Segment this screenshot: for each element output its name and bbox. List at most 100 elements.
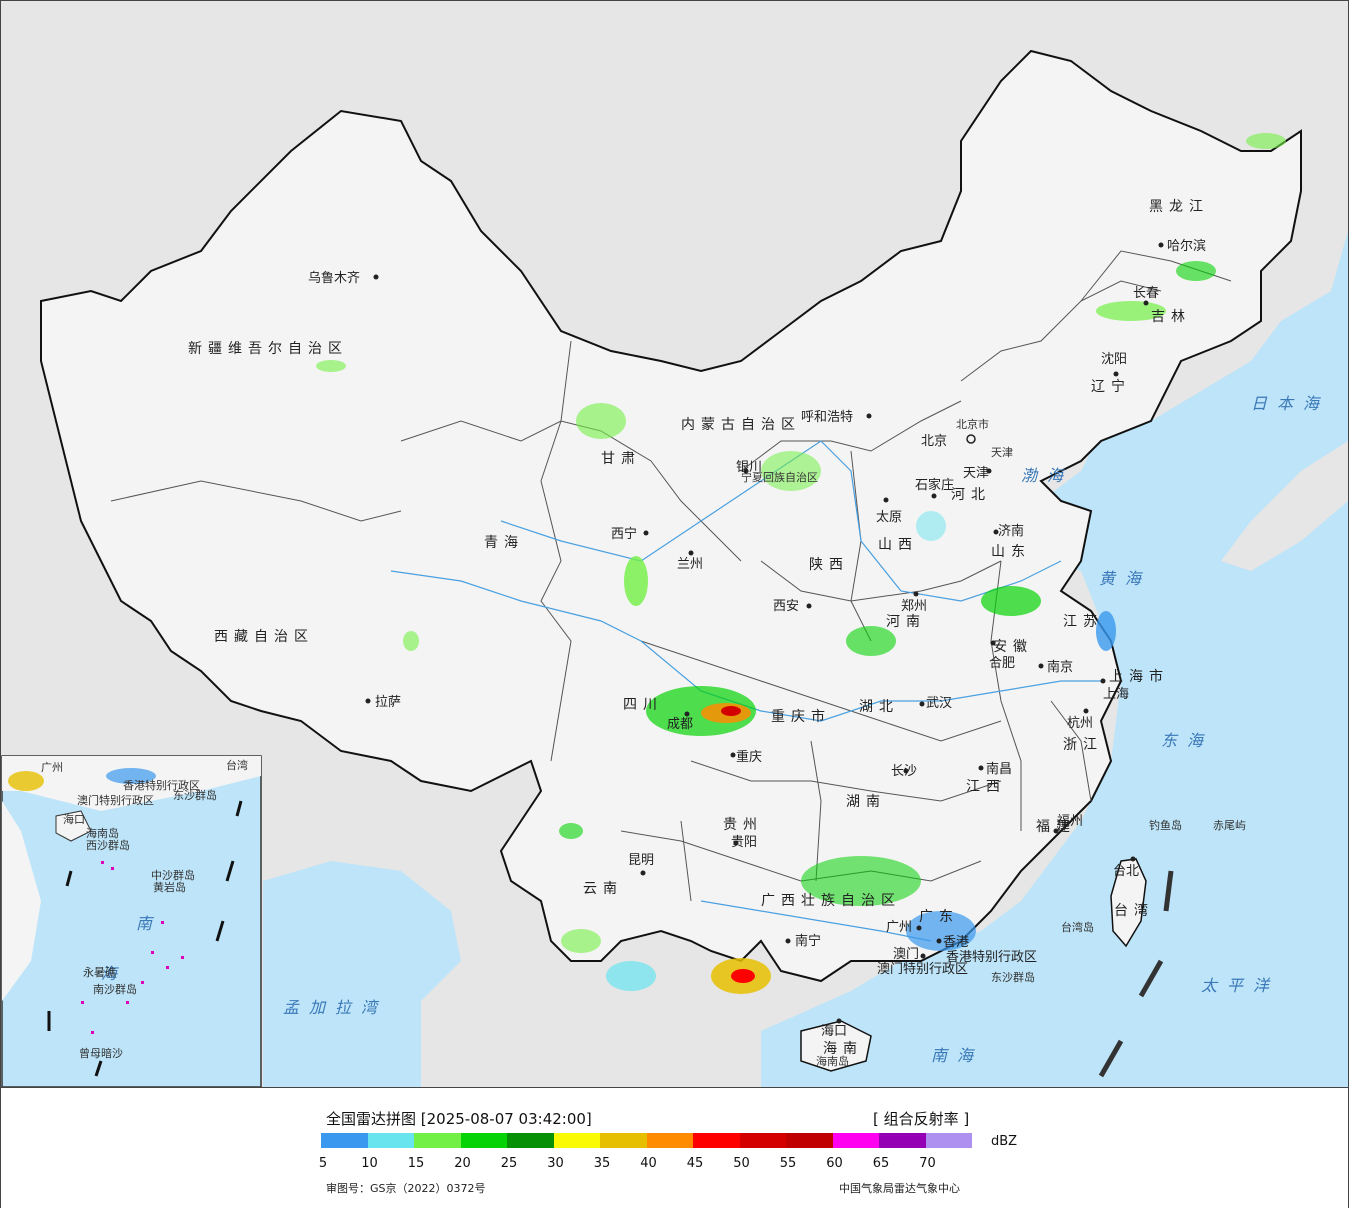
colorbar-tick-label: 55	[779, 1156, 797, 1171]
city-label: 广州	[886, 920, 912, 935]
china-radar-map: 乌鲁木齐 拉萨 西宁 兰州 银川 呼和浩特 北京 天津 石家庄 太原 济南 郑州…	[1, 1, 1348, 1087]
sea-label: 东海	[1161, 731, 1213, 750]
south-china-sea-inset: 南 海 中沙群岛 西沙群岛 南沙群岛 曾母暗沙 黄岩岛 永暑礁 东沙群岛 海口 …	[1, 755, 262, 1087]
city-label: 呼和浩特	[801, 410, 853, 425]
city-label: 福州	[1057, 814, 1083, 829]
colorbar-swatch	[786, 1133, 833, 1148]
city-label: 武汉	[926, 696, 952, 711]
city-label: 澳门	[893, 946, 919, 962]
colorbar-tick-label: 60	[826, 1156, 843, 1171]
colorbar-tick-label: 5	[318, 1156, 328, 1171]
inset-label: 黄岩岛	[153, 880, 186, 894]
legend-title: 全国雷达拼图 [2025-08-07 03:42:00]	[326, 1110, 592, 1128]
province-label: 新疆维吾尔自治区	[188, 341, 348, 357]
inset-label: 香港特别行政区	[123, 778, 200, 792]
city-label: 西宁	[611, 526, 637, 542]
city-label: 西安	[773, 599, 799, 614]
inset-label: 海口	[63, 812, 85, 826]
taiwan-island	[1110, 858, 1147, 948]
province-label: 内蒙古自治区	[681, 417, 801, 433]
inset-label: 海南岛	[86, 826, 119, 840]
colorbar-tick-label: 50	[733, 1156, 750, 1171]
city-label: 昆明	[628, 853, 654, 868]
city-label: 贵阳	[731, 835, 757, 850]
inset-label: 广州	[41, 761, 63, 774]
colorbar-swatch	[646, 1133, 693, 1148]
province-label: 湖南	[846, 794, 886, 810]
province-label: 台湾	[1114, 902, 1154, 919]
island-label: 赤尾屿	[1213, 819, 1246, 832]
inset-label: 台湾	[226, 758, 248, 772]
city-label: 上海	[1103, 687, 1129, 702]
city-label: 天津	[963, 466, 989, 481]
city-label: 海口	[821, 1024, 847, 1039]
sea-labels: 渤海 黄海 东海 日本海 南海 太平洋 孟加拉湾	[283, 394, 1329, 1065]
colorbar-tick-label: 15	[407, 1156, 425, 1171]
province-label: 广东	[919, 909, 959, 925]
city-labels: 乌鲁木齐 拉萨 西宁 兰州 银川 呼和浩特 北京 天津 石家庄 太原 济南 郑州…	[308, 238, 1206, 1039]
province-label: 甘肃	[601, 451, 641, 467]
inset-label: 西沙群岛	[86, 838, 130, 852]
sea-label: 黄海	[1099, 569, 1151, 588]
colorbar-swatch	[507, 1133, 554, 1148]
rivers	[390, 440, 1101, 942]
city-label: 太原	[876, 510, 902, 525]
province-label: 天津	[991, 446, 1013, 459]
province-label: 江苏	[1063, 614, 1103, 630]
colorbar-tick-label: 30	[547, 1156, 564, 1171]
radar-echoes	[316, 133, 1286, 994]
japan-landmass	[1221, 441, 1348, 571]
city-label: 济南	[998, 523, 1024, 539]
province-label: 浙江	[1063, 737, 1103, 753]
island-labels: 钓鱼岛 赤尾屿 台湾岛 东沙群岛 海南岛	[816, 818, 1246, 1068]
sea-label: 孟加拉湾	[283, 998, 387, 1017]
colorbar-tick-label: 25	[500, 1156, 518, 1171]
city-label: 石家庄	[915, 477, 954, 493]
province-label: 安徽	[993, 639, 1033, 655]
maritime-boundary-dashes	[1098, 870, 1174, 1078]
sea-label: 渤海	[1021, 466, 1073, 485]
province-label: 四川	[623, 697, 663, 713]
inset-label: 中沙群岛	[151, 868, 195, 882]
approval-number: 审图号：GS京（2022）0372号	[326, 1182, 486, 1195]
city-label: 哈尔滨	[1167, 238, 1206, 254]
province-label: 广西壮族自治区	[761, 893, 901, 909]
inset-label: 永暑礁	[83, 965, 116, 979]
province-label: 山西	[878, 537, 918, 553]
colorbar-swatch	[832, 1133, 879, 1148]
province-label: 海南	[823, 1041, 863, 1057]
colorbar-swatch	[693, 1133, 740, 1148]
island-label: 台湾岛	[1061, 920, 1094, 934]
sea-label: 南海	[931, 1046, 983, 1065]
province-label: 湖北	[859, 699, 899, 715]
agency-credit: 中国气象局雷达气象中心	[839, 1182, 960, 1195]
city-label: 银川	[736, 460, 762, 475]
province-label: 河南	[886, 614, 926, 630]
sea-label: 日本海	[1251, 394, 1329, 413]
province-label: 澳门特别行政区	[877, 961, 968, 977]
province-label: 青海	[484, 535, 524, 551]
colorbar-tick-label: 40	[640, 1156, 657, 1171]
province-label: 香港特别行政区	[946, 950, 1037, 965]
sea-bay-of-bengal	[263, 861, 461, 1087]
city-label: 成都	[667, 717, 693, 732]
colorbar-swatch	[321, 1133, 368, 1148]
province-label: 江西	[966, 779, 1006, 795]
colorbar-swatch	[925, 1133, 972, 1148]
colorbar-swatch	[739, 1133, 786, 1148]
city-label: 兰州	[677, 557, 703, 572]
colorbar-tick-label: 70	[919, 1156, 936, 1171]
legend-unit: dBZ	[991, 1134, 1018, 1149]
city-label: 拉萨	[375, 695, 401, 710]
province-label: 山东	[991, 544, 1031, 560]
colorbar-swatch	[600, 1133, 647, 1148]
city-label: 北京	[921, 434, 947, 449]
city-label: 合肥	[989, 656, 1015, 671]
colorbar-swatch	[460, 1133, 507, 1148]
inset-label: 海	[101, 964, 127, 983]
province-label: 河北	[951, 487, 991, 503]
sea-east	[761, 231, 1348, 1087]
island-label: 海南岛	[816, 1054, 849, 1068]
colorbar-swatch	[414, 1133, 461, 1148]
province-label: 陕西	[809, 557, 849, 573]
